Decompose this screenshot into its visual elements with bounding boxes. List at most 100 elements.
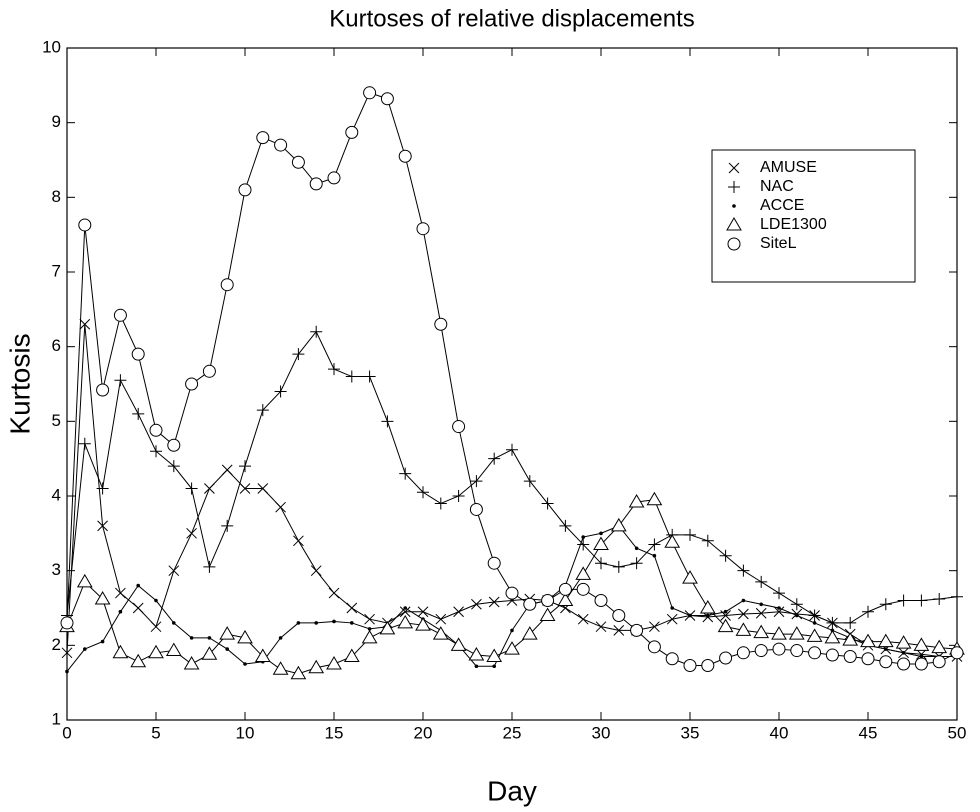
marker (399, 606, 411, 618)
marker (487, 556, 501, 570)
marker (683, 658, 697, 672)
marker (257, 483, 269, 494)
marker (595, 621, 607, 633)
marker (594, 594, 608, 608)
marker (136, 583, 140, 588)
marker (96, 383, 110, 397)
legend-label: NAC (760, 178, 794, 195)
marker (150, 621, 162, 633)
marker (452, 490, 465, 502)
marker (931, 639, 948, 654)
marker (577, 613, 589, 625)
marker (790, 644, 804, 658)
marker (309, 177, 323, 191)
marker (361, 629, 378, 644)
marker (202, 364, 216, 378)
series (61, 325, 963, 629)
marker (826, 616, 839, 629)
marker (862, 605, 874, 618)
marker (506, 443, 518, 456)
marker (648, 538, 661, 551)
marker (308, 659, 325, 674)
marker (272, 661, 289, 675)
marker (403, 606, 408, 610)
x-tick-label: 50 (948, 723, 967, 742)
marker (699, 600, 716, 614)
y-tick-label: 3 (52, 560, 61, 579)
marker (183, 656, 200, 670)
marker (576, 582, 590, 596)
marker (100, 639, 105, 644)
marker (96, 482, 109, 495)
marker (773, 606, 785, 618)
marker (916, 648, 927, 660)
marker (736, 646, 750, 660)
marker (613, 625, 625, 636)
marker (932, 655, 946, 669)
series (60, 86, 964, 672)
marker (416, 222, 430, 236)
marker (434, 317, 448, 331)
marker (367, 627, 372, 631)
marker (666, 613, 678, 625)
marker (688, 613, 692, 618)
marker (559, 519, 572, 532)
x-tick-label: 45 (859, 723, 878, 742)
marker (434, 497, 447, 510)
marker (379, 620, 396, 635)
marker (842, 632, 859, 646)
x-tick-label: 0 (62, 723, 71, 742)
marker (256, 404, 269, 417)
marker (471, 598, 482, 610)
marker (723, 609, 728, 614)
y-tick-label: 7 (52, 261, 61, 280)
marker (895, 635, 912, 649)
marker (131, 347, 145, 361)
marker (539, 607, 556, 621)
marker (670, 606, 674, 610)
marker (346, 602, 358, 614)
x-tick-label: 5 (151, 723, 160, 742)
legend-label: SiteL (760, 235, 797, 252)
marker (118, 609, 123, 614)
marker (470, 475, 483, 488)
marker (364, 613, 375, 625)
marker (469, 502, 483, 516)
legend-marker (728, 162, 740, 174)
marker (771, 626, 787, 640)
marker (488, 452, 501, 465)
x-tick-label: 30 (592, 723, 611, 742)
marker (759, 602, 763, 607)
y-tick-label: 6 (52, 336, 61, 355)
marker (78, 218, 92, 232)
marker (278, 636, 283, 640)
marker (345, 125, 359, 139)
marker (254, 648, 271, 663)
marker (327, 171, 341, 185)
marker (557, 592, 574, 607)
marker (950, 646, 964, 660)
legend-label: ACCE (760, 197, 804, 214)
marker (806, 628, 823, 642)
marker (505, 586, 519, 600)
legend-label: LDE1300 (760, 216, 827, 233)
y-tick-label: 4 (52, 485, 61, 504)
marker (186, 527, 197, 539)
marker (61, 647, 73, 659)
marker (165, 642, 182, 657)
marker (345, 370, 358, 383)
marker (630, 623, 644, 637)
x-tick-label: 20 (414, 723, 433, 742)
marker (754, 644, 768, 658)
marker (363, 86, 377, 100)
marker (772, 642, 786, 656)
marker (239, 460, 251, 473)
marker (132, 602, 144, 614)
marker (913, 637, 930, 651)
marker (684, 528, 696, 541)
marker (343, 648, 360, 663)
marker (682, 570, 698, 584)
marker (773, 587, 785, 600)
y-axis-label: Kurtosis (4, 333, 35, 434)
marker (326, 656, 342, 670)
